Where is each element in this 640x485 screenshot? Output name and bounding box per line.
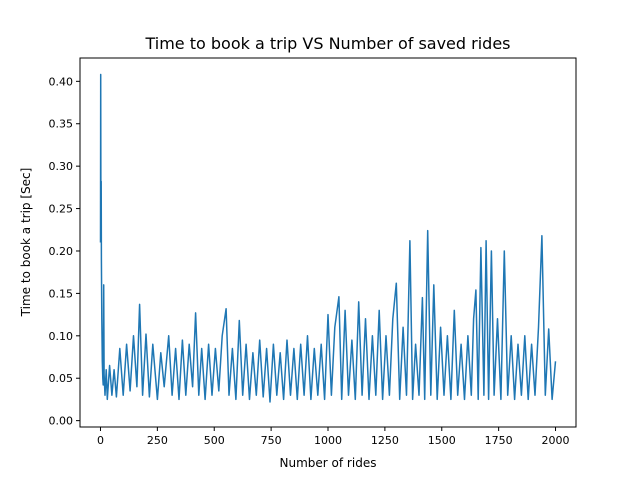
y-tick-label: 0.20	[49, 245, 74, 258]
series-line-0	[99, 73, 557, 403]
y-tick-label: 0.15	[49, 287, 74, 300]
y-axis: 0.00 0.05 0.10 0.15 0.20 0.25 0.30 0.35 0.40	[49, 75, 80, 428]
x-tick-label: 0	[97, 434, 104, 447]
x-tick-label: 1500	[428, 434, 456, 447]
x-tick-label: 2000	[542, 434, 570, 447]
x-tick-label: 1250	[371, 434, 399, 447]
x-tick-label: 250	[147, 434, 168, 447]
y-tick-label: 0.10	[49, 330, 74, 343]
x-tick-label: 500	[204, 434, 225, 447]
chart-title: Time to book a trip VS Number of saved r…	[144, 34, 510, 53]
y-tick-label: 0.35	[49, 118, 74, 131]
y-tick-label: 0.40	[49, 75, 74, 88]
y-tick-label: 0.05	[49, 372, 74, 385]
y-tick-label: 0.25	[49, 203, 74, 216]
x-axis: 0 250 500 750 1000 1250 1500 1750 2000	[97, 427, 570, 447]
x-tick-label: 1750	[485, 434, 513, 447]
x-tick-label: 750	[261, 434, 282, 447]
plot-area	[99, 73, 557, 403]
y-tick-label: 0.30	[49, 160, 74, 173]
y-tick-label: 0.00	[49, 415, 74, 428]
x-tick-label: 1000	[314, 434, 342, 447]
x-axis-label: Number of rides	[280, 456, 377, 470]
y-axis-label: Time to book a trip [Sec]	[19, 168, 33, 318]
